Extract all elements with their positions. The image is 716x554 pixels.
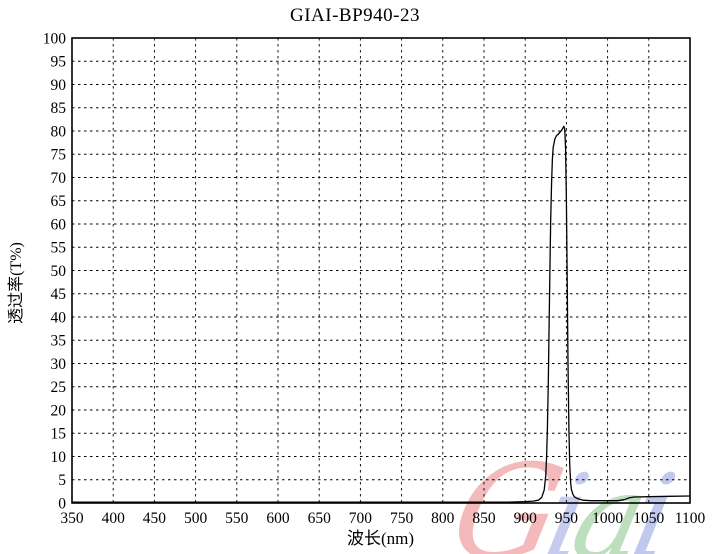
x-tick-label: 600 [266,510,290,527]
x-tick-label: 450 [143,510,167,527]
y-tick-label: 40 [51,309,67,326]
y-tick-label: 75 [51,147,67,164]
y-axis-label: 透过率(T%) [8,242,25,324]
x-tick-label: 800 [431,510,455,527]
x-tick-label: 850 [472,510,496,527]
y-tick-label: 30 [51,356,67,373]
y-tick-label: 100 [43,30,67,47]
y-tick-label: 35 [51,333,67,350]
x-axis-label: 波长(nm) [346,529,415,548]
plot-border [71,37,691,504]
y-tick-label: 20 [51,402,67,419]
y-tick-label: 85 [51,100,67,117]
y-tick-label: 5 [58,472,66,489]
x-tick-label: 1100 [675,510,706,527]
x-tick-label: 1000 [592,510,623,527]
x-tick-label: 550 [225,510,249,527]
y-tick-label: 55 [51,240,67,257]
y-tick-label: 0 [58,495,66,512]
x-tick-label: 750 [390,510,414,527]
y-tick-label: 10 [51,449,67,466]
x-tick-label: 650 [308,510,332,527]
y-tick-label: 95 [51,54,67,71]
y-tick-label: 90 [51,77,67,94]
y-tick-label: 60 [51,216,67,233]
y-tick-label: 80 [51,123,67,140]
x-tick-label: 900 [514,510,538,527]
y-tick-label: 45 [51,286,67,303]
x-tick-label: 700 [349,510,373,527]
x-tick-label: 350 [60,510,84,527]
y-tick-label: 50 [51,263,67,280]
y-tick-label: 25 [51,379,67,396]
y-tick-label: 70 [51,170,67,187]
x-tick-label: 950 [555,510,579,527]
x-tick-label: 400 [102,510,126,527]
transmission-curve [72,125,691,503]
y-tick-label: 65 [51,193,67,210]
x-tick-label: 500 [184,510,208,527]
y-tick-label: 15 [51,426,67,443]
x-tick-label: 1050 [633,510,664,527]
chart-title: GIAI-BP940-23 [290,5,420,26]
